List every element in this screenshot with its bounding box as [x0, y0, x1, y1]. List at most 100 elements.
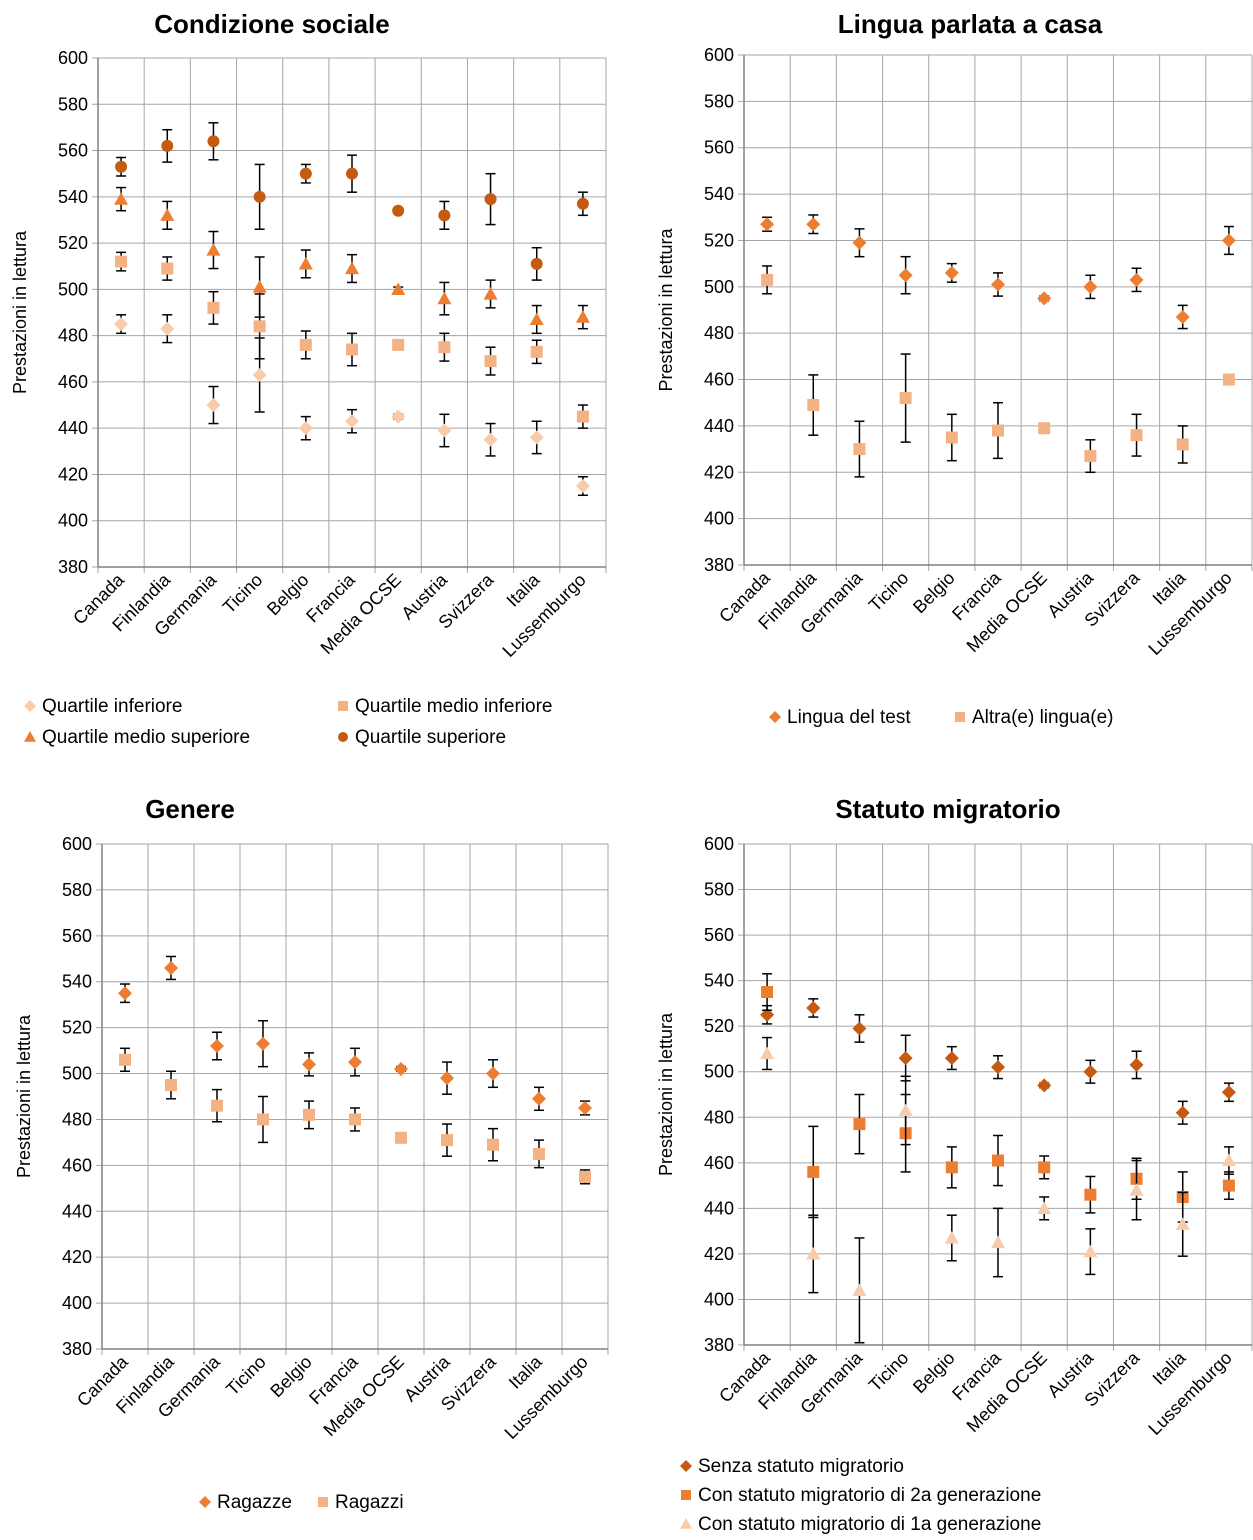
- x-tick-label-lussemburgo: Lussemburgo: [1144, 568, 1235, 659]
- y-tick-label: 600: [704, 834, 734, 854]
- y-tick-label: 520: [704, 230, 734, 250]
- data-point-francia: [991, 1060, 1005, 1075]
- data-point-francia: [345, 414, 359, 429]
- legend-label: Lingua del test: [787, 707, 911, 728]
- data-point-germania: [853, 1118, 866, 1131]
- data-point-austria: [1083, 1064, 1098, 1079]
- x-tick-label-lussemburgo: Lussemburgo: [1144, 1348, 1235, 1439]
- data-point-ticino: [253, 320, 266, 333]
- x-tick-label-lussemburgo: Lussemburgo: [501, 1352, 592, 1443]
- data-point-lussemburgo: [578, 1100, 592, 1115]
- data-point-canada: [114, 317, 129, 332]
- y-tick-label: 500: [62, 1064, 92, 1084]
- y-tick-label: 420: [704, 462, 734, 482]
- legend-label: Con statuto migratorio di 2a generazione: [698, 1485, 1041, 1506]
- data-point-media-ocse: [1037, 291, 1052, 306]
- data-point-canada: [760, 217, 775, 232]
- series-con-statuto-migratorio-di-2a-generazione: [761, 973, 1235, 1223]
- y-tick-label: 580: [704, 880, 734, 900]
- legend: Quartile inferiore Quartile medio inferio…: [24, 696, 552, 748]
- data-point-svizzera: [483, 286, 498, 300]
- x-tick-label-ticino: Ticino: [222, 1352, 270, 1400]
- data-point-media-ocse: [392, 204, 405, 217]
- x-tick-label-media-ocse: Media OCSE: [317, 570, 405, 658]
- x-tick-label-italia: Italia: [505, 1351, 547, 1393]
- data-point-francia: [349, 1113, 361, 1126]
- y-tick-label: 520: [62, 1018, 92, 1038]
- x-tick-label-ticino: Ticino: [219, 570, 267, 618]
- data-point-canada: [760, 1007, 775, 1022]
- y-tick-label: 440: [58, 418, 88, 438]
- data-point-canada: [119, 1053, 131, 1066]
- data-point-belgio: [944, 1230, 959, 1244]
- series-con-statuto-migratorio-di-1a-generazione: [760, 1036, 1236, 1344]
- series-quartile-medio-superiore: [114, 186, 590, 335]
- data-point-francia: [348, 1055, 362, 1070]
- data-point-germania: [206, 243, 221, 256]
- x-tick-label-ticino: Ticino: [865, 568, 913, 616]
- y-tick-label: 380: [62, 1339, 92, 1359]
- data-point-austria: [441, 1134, 453, 1147]
- data-point-italia: [532, 1091, 546, 1106]
- data-point-francia: [991, 277, 1005, 292]
- y-tick-label: 560: [704, 138, 734, 158]
- legend-label: Altra(e) lingua(e): [972, 707, 1114, 728]
- legend: Senza statuto migratorio Con statuto migr…: [680, 1456, 1041, 1535]
- data-point-media-ocse: [1038, 422, 1051, 435]
- y-tick-label: 480: [58, 326, 88, 346]
- data-point-austria: [1084, 450, 1097, 463]
- chart-panel-lingua-parlata-a-casa: Lingua parlata a casa 380 400 420 440 460 480 5…: [656, 9, 1253, 728]
- series-ragazze: [118, 955, 592, 1116]
- data-point-francia: [991, 1235, 1005, 1249]
- data-point-belgio: [944, 1051, 959, 1066]
- data-point-finlandia: [160, 321, 175, 336]
- legend-label: Quartile medio inferiore: [355, 696, 552, 717]
- data-point-francia: [346, 343, 358, 356]
- chart-title: Condizione sociale: [154, 9, 390, 39]
- data-point-austria: [440, 1071, 454, 1086]
- data-point-lussemburgo: [1221, 1085, 1236, 1100]
- data-point-media-ocse: [394, 1061, 408, 1076]
- chart-panel-statuto-migratorio: Statuto migratorio 380 400 420 440 460 480 500 5…: [656, 794, 1253, 1535]
- data-point-lussemburgo: [1222, 1179, 1235, 1192]
- y-tick-label: 440: [704, 1198, 734, 1218]
- data-point-germania: [207, 301, 220, 314]
- data-point-ticino: [256, 1036, 270, 1051]
- data-point-svizzera: [1130, 429, 1143, 442]
- x-tick-label-italia: Italia: [503, 569, 545, 611]
- series-ragazzi: [119, 1047, 591, 1185]
- data-point-media-ocse: [1037, 1201, 1052, 1214]
- y-tick-label: 500: [704, 1062, 734, 1082]
- data-point-finlandia: [161, 262, 174, 275]
- chart-panel-genere: Genere 380 400 420 440 460 480 500 520 540 560 580 6…: [14, 794, 609, 1513]
- data-point-germania: [852, 1021, 867, 1036]
- data-point-lussemburgo: [579, 1170, 591, 1183]
- data-point-ticino: [899, 392, 912, 405]
- data-point-lussemburgo: [576, 197, 589, 210]
- y-tick-label: 520: [58, 233, 88, 253]
- data-point-francia: [346, 167, 358, 180]
- y-tick-label: 420: [62, 1247, 92, 1267]
- y-tick-label: 600: [62, 834, 92, 854]
- data-point-canada: [761, 273, 774, 286]
- data-point-italia: [1175, 1217, 1190, 1230]
- data-point-media-ocse: [395, 1131, 407, 1144]
- data-point-finlandia: [160, 208, 175, 221]
- data-point-austria: [1083, 279, 1098, 294]
- series-lingua-del-test: [760, 214, 1236, 330]
- legend-marker-ragazze: [199, 1496, 211, 1508]
- y-tick-label: 460: [62, 1155, 92, 1175]
- chart-title: Genere: [145, 794, 235, 824]
- legend-label: Quartile superiore: [355, 727, 506, 748]
- x-tick-label-ticino: Ticino: [865, 1348, 913, 1396]
- data-point-finlandia: [806, 1000, 821, 1015]
- data-point-francia: [992, 424, 1004, 437]
- data-point-svizzera: [484, 193, 497, 206]
- legend-marker-senza-statuto-migratorio: [680, 1460, 692, 1472]
- y-tick-label: 560: [704, 925, 734, 945]
- data-point-ticino: [253, 190, 266, 203]
- data-point-austria: [438, 341, 451, 354]
- data-point-finlandia: [807, 399, 820, 412]
- y-tick-label: 440: [62, 1201, 92, 1221]
